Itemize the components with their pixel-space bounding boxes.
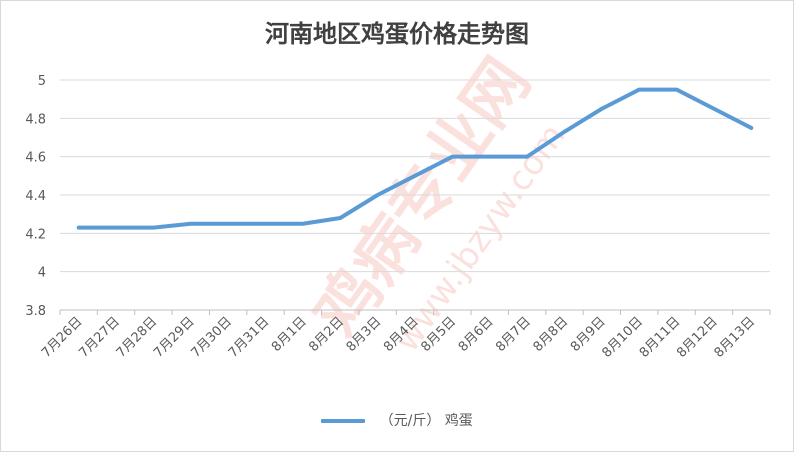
y-tick-label: 3.8: [25, 304, 46, 319]
y-tick-label: 4: [38, 266, 46, 281]
legend: （元/斤） 鸡蛋: [0, 410, 794, 430]
x-tick-label: 8月3日: [344, 314, 385, 355]
x-tick-label: 7月31日: [226, 314, 273, 361]
x-tick-label: 8月12日: [674, 314, 721, 361]
y-tick-label: 4.8: [25, 112, 46, 127]
x-tick-label: 8月13日: [712, 314, 759, 361]
x-tick-label: 8月8日: [531, 314, 572, 355]
x-tick-label: 8月7日: [493, 314, 534, 355]
x-tick-label: 7月27日: [76, 314, 123, 361]
x-tick-label: 8月5日: [419, 314, 460, 355]
x-tick-label: 7月30日: [188, 314, 235, 361]
x-tick-label: 8月11日: [637, 314, 684, 361]
legend-swatch: [321, 419, 366, 423]
chart-title: 河南地区鸡蛋价格走势图: [265, 20, 529, 48]
legend-label: （元/斤） 鸡蛋: [379, 413, 473, 429]
x-tick-label: 7月29日: [151, 314, 198, 361]
x-axis-ticks: 7月26日7月27日7月28日7月29日7月30日7月31日8月1日8月2日8月…: [39, 310, 771, 361]
y-axis-ticks: 3.8 4 4.2 4.4 4.6 4.8 5: [25, 74, 46, 319]
y-tick-label: 4.6: [25, 151, 46, 166]
x-tick-label: 8月2日: [306, 314, 347, 355]
x-tick-label: 8月1日: [269, 314, 310, 355]
x-tick-label: 8月6日: [456, 314, 497, 355]
x-tick-label: 8月4日: [381, 314, 422, 355]
y-tick-label: 4.4: [25, 189, 46, 204]
x-tick-label: 7月26日: [39, 314, 86, 361]
y-tick-label: 4.2: [25, 227, 46, 242]
grid-lines: [60, 79, 770, 311]
x-tick-label: 8月10日: [599, 314, 646, 361]
series-layer: [76, 87, 754, 230]
series-line: [76, 87, 754, 230]
x-tick-label: 7月28日: [114, 314, 161, 361]
y-tick-label: 5: [38, 74, 46, 89]
